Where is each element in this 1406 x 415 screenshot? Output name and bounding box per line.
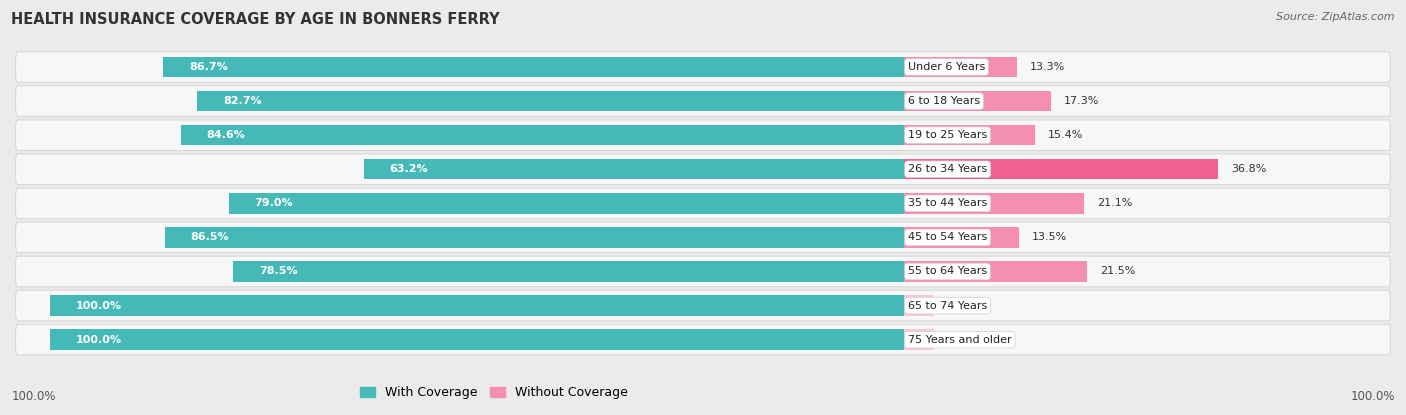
Text: 6 to 18 Years: 6 to 18 Years (908, 96, 980, 106)
Text: 79.0%: 79.0% (254, 198, 294, 208)
Bar (49, 330, 904, 350)
Text: 35 to 44 Years: 35 to 44 Years (908, 198, 987, 208)
Bar (904, 91, 1052, 111)
FancyBboxPatch shape (15, 120, 1391, 151)
Text: 63.2%: 63.2% (389, 164, 429, 174)
FancyBboxPatch shape (15, 154, 1391, 185)
Text: 17.3%: 17.3% (1064, 96, 1099, 106)
Text: 86.5%: 86.5% (191, 232, 229, 242)
Bar (904, 125, 1035, 145)
Text: 82.7%: 82.7% (224, 96, 262, 106)
Text: 0.0%: 0.0% (946, 300, 974, 310)
Bar (181, 125, 904, 145)
Text: 15.4%: 15.4% (1047, 130, 1084, 140)
Bar (233, 261, 904, 282)
Bar (165, 227, 904, 248)
Text: 13.5%: 13.5% (1032, 232, 1067, 242)
Bar (904, 159, 1218, 180)
Text: Under 6 Years: Under 6 Years (908, 62, 986, 72)
Bar (229, 193, 904, 214)
Text: 36.8%: 36.8% (1230, 164, 1267, 174)
Text: 86.7%: 86.7% (188, 62, 228, 72)
Text: 78.5%: 78.5% (259, 266, 298, 276)
Text: 19 to 25 Years: 19 to 25 Years (908, 130, 987, 140)
Text: 100.0%: 100.0% (11, 390, 56, 403)
Text: 100.0%: 100.0% (76, 300, 121, 310)
Bar (197, 91, 904, 111)
Text: 26 to 34 Years: 26 to 34 Years (908, 164, 987, 174)
Text: 100.0%: 100.0% (76, 334, 121, 344)
FancyBboxPatch shape (15, 256, 1391, 287)
Text: 100.0%: 100.0% (1350, 390, 1395, 403)
Text: 0.0%: 0.0% (946, 334, 974, 344)
Text: HEALTH INSURANCE COVERAGE BY AGE IN BONNERS FERRY: HEALTH INSURANCE COVERAGE BY AGE IN BONN… (11, 12, 501, 27)
Bar (904, 330, 934, 350)
Bar (364, 159, 904, 180)
Bar (904, 193, 1084, 214)
Bar (49, 295, 904, 316)
Text: 21.5%: 21.5% (1099, 266, 1136, 276)
Bar (163, 57, 904, 77)
Text: 13.3%: 13.3% (1031, 62, 1066, 72)
FancyBboxPatch shape (15, 86, 1391, 117)
Text: 75 Years and older: 75 Years and older (908, 334, 1011, 344)
Text: 84.6%: 84.6% (207, 130, 246, 140)
Bar (904, 261, 1087, 282)
Text: 55 to 64 Years: 55 to 64 Years (908, 266, 987, 276)
Text: Source: ZipAtlas.com: Source: ZipAtlas.com (1277, 12, 1395, 22)
FancyBboxPatch shape (15, 290, 1391, 321)
FancyBboxPatch shape (15, 324, 1391, 355)
Text: 45 to 54 Years: 45 to 54 Years (908, 232, 987, 242)
FancyBboxPatch shape (15, 188, 1391, 219)
Bar (904, 57, 1018, 77)
Legend: With Coverage, Without Coverage: With Coverage, Without Coverage (356, 381, 633, 404)
FancyBboxPatch shape (15, 52, 1391, 83)
FancyBboxPatch shape (15, 222, 1391, 253)
Bar (904, 227, 1019, 248)
Bar (904, 295, 934, 316)
Text: 21.1%: 21.1% (1097, 198, 1132, 208)
Text: 65 to 74 Years: 65 to 74 Years (908, 300, 987, 310)
